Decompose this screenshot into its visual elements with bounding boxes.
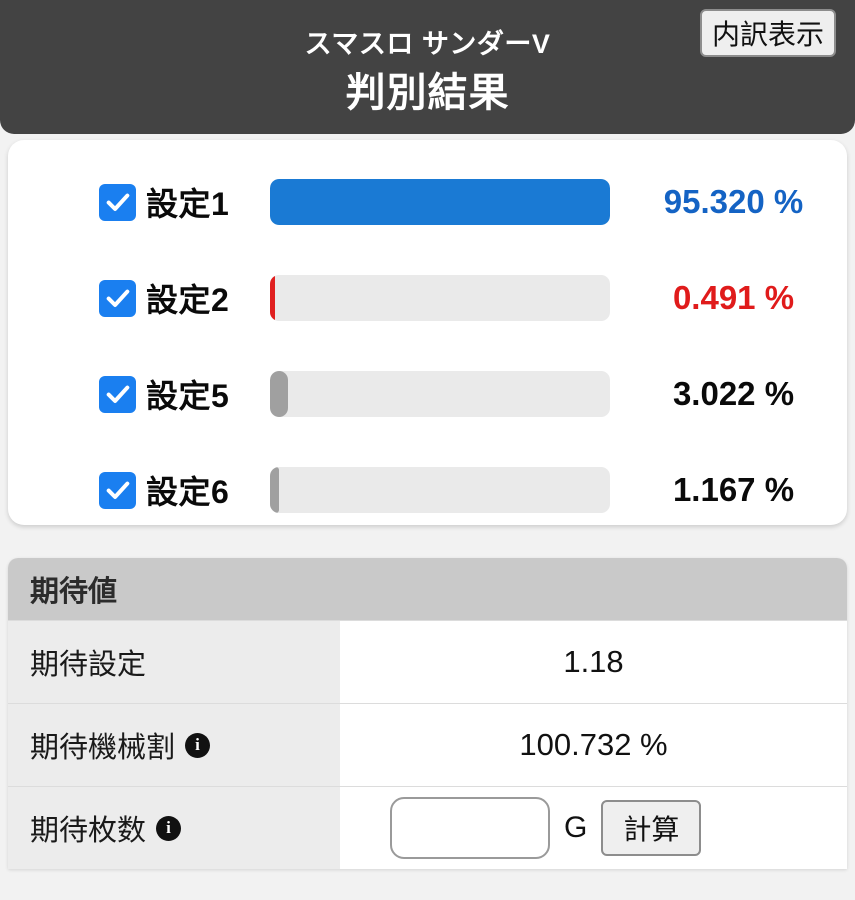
expected-payout-value: 100.732 %	[340, 704, 847, 786]
app-header: スマスロ サンダーV 判別結果 内訳表示	[0, 0, 855, 134]
expected-payout-label: 期待機械割	[30, 732, 176, 764]
checkbox-setting1[interactable]	[99, 183, 136, 221]
machine-name: スマスロ サンダーV	[304, 29, 551, 59]
checkbox-setting5[interactable]	[99, 375, 136, 413]
setting-label-6: 設定6	[146, 474, 230, 510]
expectation-section-title: 期待値	[8, 558, 847, 620]
table-row-expected-setting: 期待設定 1.18	[8, 620, 847, 703]
probability-value-2: 0.491 %	[672, 279, 795, 316]
probability-value-1: 95.320 %	[663, 183, 804, 220]
table-row-expected-coins: 期待枚数 i G 計算	[8, 786, 847, 869]
check-icon	[106, 193, 129, 211]
table-row-expected-payout: 期待機械割 i 100.732 %	[8, 703, 847, 786]
unit-label-g: G	[564, 811, 588, 844]
expected-payout-label-cell: 期待機械割 i	[8, 704, 340, 786]
probability-bar-track-6	[270, 467, 610, 513]
expected-setting-label: 期待設定	[30, 649, 147, 681]
setting-label-2: 設定2	[146, 282, 230, 318]
info-icon[interactable]: i	[185, 732, 211, 758]
checkbox-setting2[interactable]	[99, 279, 136, 317]
expected-setting-value: 1.18	[340, 621, 847, 703]
probability-bar-track-2	[270, 275, 610, 321]
result-row-setting5: 設定5 3.022 %	[8, 346, 847, 442]
setting-label-5: 設定5	[146, 378, 230, 414]
expectation-table: 期待値 期待設定 1.18 期待機械割 i 100.732 % 期待枚数 i G…	[8, 558, 847, 869]
page-title: 判別結果	[345, 71, 510, 115]
result-row-setting6: 設定6 1.167 %	[8, 442, 847, 538]
setting-label-1: 設定1	[146, 186, 230, 222]
probability-value-5: 3.022 %	[672, 375, 795, 412]
games-input[interactable]	[390, 797, 550, 859]
result-row-setting2: 設定2 0.491 %	[8, 250, 847, 346]
breakdown-button[interactable]: 内訳表示	[699, 9, 836, 57]
info-icon[interactable]: i	[156, 815, 182, 841]
expected-setting-label-cell: 期待設定	[8, 621, 340, 703]
expected-coins-label-cell: 期待枚数 i	[8, 787, 340, 869]
expected-coins-value-cell: G 計算	[340, 787, 847, 869]
result-row-setting1: 設定1 95.320 %	[8, 154, 847, 250]
checkbox-setting6[interactable]	[99, 471, 136, 509]
check-icon	[106, 289, 129, 307]
probability-bar-track-5	[270, 371, 610, 417]
probability-bar-track-1	[270, 179, 610, 225]
check-icon	[106, 481, 129, 499]
expected-coins-label: 期待枚数	[30, 815, 147, 847]
result-card: 設定1 95.320 % 設定2 0.491 % 設定5 3.02	[8, 140, 847, 525]
calculate-button[interactable]: 計算	[601, 800, 702, 856]
probability-bar-fill-2	[270, 275, 275, 321]
probability-value-6: 1.167 %	[672, 471, 795, 508]
probability-bar-fill-1	[270, 179, 610, 225]
probability-bar-fill-6	[270, 467, 279, 513]
probability-bar-fill-5	[270, 371, 288, 417]
check-icon	[106, 385, 129, 403]
